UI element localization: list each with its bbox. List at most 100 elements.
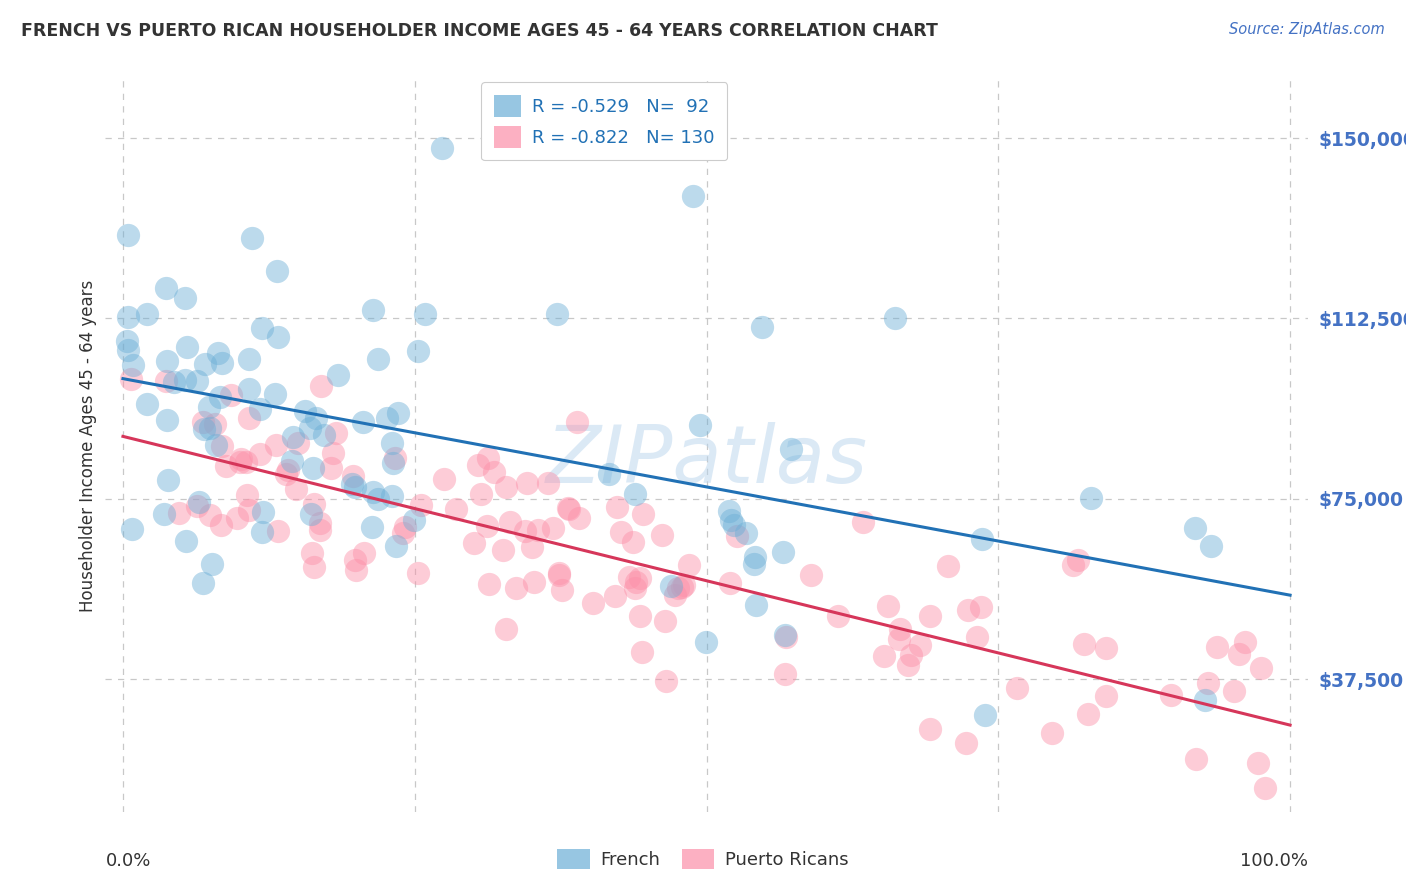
Point <box>444 501 467 516</box>
Point <box>285 482 308 496</box>
Legend: French, Puerto Ricans: French, Puerto Ricans <box>548 839 858 879</box>
Point <box>250 524 273 539</box>
Point <box>735 526 758 541</box>
Point <box>900 648 922 662</box>
Point <box>121 523 143 537</box>
Point <box>381 436 404 450</box>
Point <box>666 582 689 596</box>
Point <box>322 446 344 460</box>
Point <box>955 736 977 750</box>
Point <box>319 460 342 475</box>
Legend: R = -0.529   N=  92, R = -0.822   N= 130: R = -0.529 N= 92, R = -0.822 N= 130 <box>481 82 727 161</box>
Point <box>689 417 711 432</box>
Point <box>1201 539 1223 553</box>
Point <box>887 632 910 647</box>
Point <box>523 575 546 590</box>
Point <box>198 421 221 435</box>
Point <box>211 440 233 454</box>
Point <box>956 603 979 617</box>
Point <box>363 485 385 500</box>
Text: Source: ZipAtlas.com: Source: ZipAtlas.com <box>1229 22 1385 37</box>
Point <box>624 486 647 500</box>
Point <box>225 510 247 524</box>
Point <box>186 374 208 388</box>
Point <box>266 330 288 344</box>
Point <box>264 438 287 452</box>
Point <box>309 379 332 393</box>
Point <box>176 534 198 549</box>
Point <box>775 630 797 644</box>
Point <box>221 388 243 402</box>
Point <box>598 467 620 481</box>
Point <box>384 450 406 465</box>
Point <box>377 410 399 425</box>
Point <box>723 517 745 532</box>
Point <box>207 346 229 360</box>
Point <box>193 576 215 591</box>
Point <box>302 497 325 511</box>
Point <box>631 645 654 659</box>
Point <box>387 406 409 420</box>
Point <box>605 589 627 603</box>
Point <box>122 358 145 372</box>
Point <box>966 630 988 644</box>
Point <box>744 549 766 564</box>
Point <box>115 334 138 348</box>
Point <box>1184 521 1206 535</box>
Point <box>1227 647 1250 661</box>
Point <box>1250 661 1272 675</box>
Point <box>1095 640 1118 655</box>
Point <box>621 535 644 549</box>
Point <box>877 599 900 613</box>
Point <box>231 451 253 466</box>
Point <box>325 426 347 441</box>
Point <box>1233 634 1256 648</box>
Point <box>671 580 693 594</box>
Point <box>773 667 796 681</box>
Point <box>411 499 433 513</box>
Point <box>745 598 768 612</box>
Point <box>526 523 548 537</box>
Point <box>432 472 454 486</box>
Point <box>117 228 139 243</box>
Point <box>718 576 741 591</box>
Point <box>117 343 139 358</box>
Point <box>492 543 515 558</box>
Point <box>1077 707 1099 722</box>
Point <box>152 508 174 522</box>
Point <box>135 307 157 321</box>
Point <box>1223 684 1246 698</box>
Point <box>302 461 325 475</box>
Point <box>467 458 489 473</box>
Point <box>664 588 686 602</box>
Point <box>238 382 260 396</box>
Point <box>174 291 197 305</box>
Point <box>281 454 304 468</box>
Point <box>267 524 290 539</box>
Point <box>249 402 271 417</box>
Point <box>197 401 219 415</box>
Point <box>277 463 299 477</box>
Point <box>1254 780 1277 795</box>
Point <box>897 657 920 672</box>
Point <box>294 404 316 418</box>
Point <box>326 368 349 382</box>
Point <box>413 307 436 321</box>
Point <box>344 553 367 567</box>
Point <box>352 415 374 429</box>
Point <box>654 615 676 629</box>
Point <box>120 372 142 386</box>
Point <box>193 422 215 436</box>
Point <box>117 310 139 324</box>
Point <box>1005 681 1028 695</box>
Point <box>163 375 186 389</box>
Point <box>208 390 231 404</box>
Text: FRENCH VS PUERTO RICAN HOUSEHOLDER INCOME AGES 45 - 64 YEARS CORRELATION CHART: FRENCH VS PUERTO RICAN HOUSEHOLDER INCOM… <box>21 22 938 40</box>
Point <box>557 501 579 516</box>
Point <box>194 357 217 371</box>
Point <box>695 635 717 649</box>
Point <box>309 523 332 537</box>
Point <box>558 501 581 516</box>
Point <box>156 473 179 487</box>
Point <box>651 528 673 542</box>
